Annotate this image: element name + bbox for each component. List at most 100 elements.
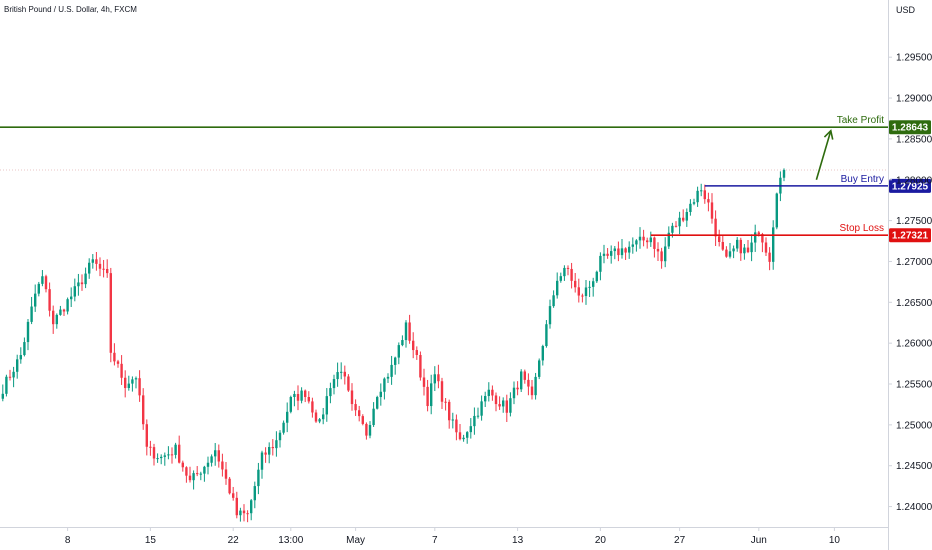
candle-body xyxy=(178,444,181,463)
candle-body xyxy=(318,419,321,422)
candle-body xyxy=(55,314,58,325)
candle-body xyxy=(462,437,465,440)
price-tick-label: 1.25000 xyxy=(896,420,932,431)
candle-body xyxy=(296,393,300,401)
candle-body xyxy=(548,306,552,325)
candle-body xyxy=(365,423,368,436)
candle-body xyxy=(444,401,447,403)
candle-body xyxy=(289,396,292,412)
buy-entry-price-badge xyxy=(889,178,931,193)
candle-body xyxy=(224,469,228,479)
candle-body xyxy=(671,225,674,233)
candle-body xyxy=(192,473,195,481)
time-tick-label: 8 xyxy=(65,535,71,546)
candle-body xyxy=(23,342,26,356)
candle-body xyxy=(347,376,350,391)
candle-body xyxy=(736,239,739,249)
candle-body xyxy=(307,397,310,402)
candle-body xyxy=(113,352,116,362)
candle-body xyxy=(199,473,202,475)
candle-body xyxy=(746,247,750,253)
price-tick-label: 1.28000 xyxy=(896,175,932,186)
candle-body xyxy=(91,259,94,263)
candle-body xyxy=(304,390,307,398)
price-axis: 1.24000 1.24500 1.25000 1.25500 1.26000 1.265… xyxy=(888,53,932,513)
candle-body xyxy=(638,236,642,241)
stop-loss-price-value: 1.27321 xyxy=(892,231,929,242)
candle-body xyxy=(102,268,105,270)
candle-body xyxy=(502,400,505,407)
buy-entry-price-value: 1.27925 xyxy=(892,181,929,192)
candle-body xyxy=(772,227,775,262)
candle-body xyxy=(556,280,559,296)
candle-body xyxy=(473,415,476,427)
candle-body xyxy=(12,371,15,378)
candle-body xyxy=(152,447,156,459)
candle-body xyxy=(559,276,562,281)
candle-body xyxy=(732,248,735,252)
price-tick-label: 1.26500 xyxy=(896,298,932,309)
candle-body xyxy=(62,309,66,312)
price-tick-label: 1.28500 xyxy=(896,134,932,145)
time-tick-label: 13:00 xyxy=(278,535,303,546)
candle-body xyxy=(217,450,220,462)
price-tick-label: 1.27000 xyxy=(896,257,932,268)
candle-body xyxy=(408,322,411,341)
candle-body xyxy=(433,374,436,384)
candle-body xyxy=(635,240,638,245)
currency-label[interactable]: USD xyxy=(896,5,916,15)
candle-body xyxy=(570,268,573,281)
candle-body xyxy=(707,199,710,203)
candle-body xyxy=(689,203,692,213)
candle-body xyxy=(8,376,12,378)
candle-body xyxy=(581,295,584,297)
candle-body xyxy=(700,190,703,192)
candle-body xyxy=(566,267,570,269)
take-profit-price-value: 1.28643 xyxy=(892,123,929,134)
candle-body xyxy=(426,386,429,407)
candle-body xyxy=(430,383,433,407)
candle-body xyxy=(577,287,580,296)
candle-body xyxy=(631,244,634,247)
candle-body xyxy=(415,350,418,355)
arrow-shaft xyxy=(815,130,832,180)
candle-body xyxy=(761,234,764,243)
candle-body xyxy=(653,237,656,249)
candle-body xyxy=(527,379,530,387)
candle-body xyxy=(336,372,339,380)
candle-body xyxy=(131,379,134,384)
candle-body xyxy=(491,389,494,396)
candle-body xyxy=(170,454,174,456)
candle-body xyxy=(401,340,404,346)
candle-body xyxy=(613,248,616,252)
price-tick-label: 1.24500 xyxy=(896,461,932,472)
candle-body xyxy=(714,218,717,237)
candle-body xyxy=(1,393,4,399)
candle-body xyxy=(494,395,498,405)
candle-body xyxy=(376,397,379,409)
candle-body xyxy=(466,432,469,438)
time-tick-label: Jun xyxy=(751,535,767,546)
candle-body xyxy=(26,321,30,343)
candle-body xyxy=(106,269,109,274)
candle-body xyxy=(228,478,231,494)
candle-body xyxy=(750,242,753,253)
candle-body xyxy=(246,513,249,515)
candle-body xyxy=(206,462,210,467)
candle-body xyxy=(30,306,33,322)
candle-body xyxy=(361,416,364,424)
candle-body xyxy=(725,249,728,257)
candle-body xyxy=(325,396,328,415)
take-profit-price-badge xyxy=(889,120,931,135)
candle-body xyxy=(480,401,483,416)
candle-body xyxy=(743,247,746,254)
candle-body xyxy=(329,388,332,397)
candle-body xyxy=(174,444,177,455)
candle-body xyxy=(664,246,667,262)
price-tick-label: 1.26000 xyxy=(896,339,932,350)
candle-body xyxy=(185,467,188,476)
candle-body xyxy=(48,289,51,311)
candle-body xyxy=(476,415,480,417)
candle-body xyxy=(260,452,264,470)
